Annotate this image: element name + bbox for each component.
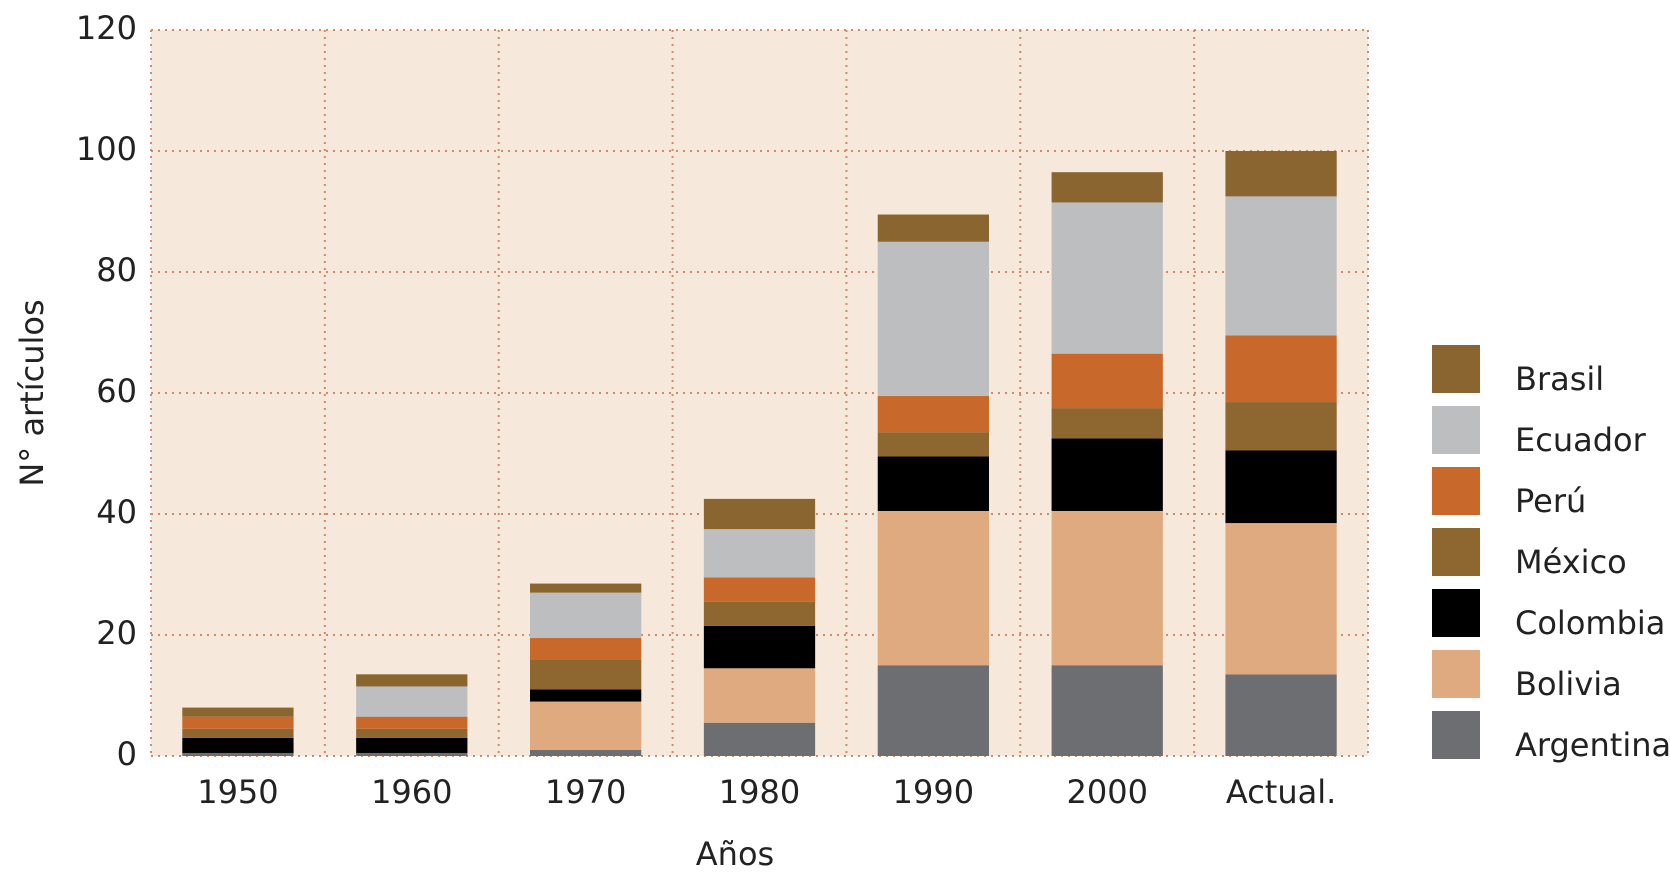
legend-label: Argentina <box>1515 726 1670 764</box>
bar-segment <box>530 701 642 750</box>
x-tick-label: 2000 <box>1066 773 1147 811</box>
legend-swatch <box>1432 650 1480 698</box>
bar-segment <box>1225 196 1337 336</box>
bar-segment <box>703 722 816 756</box>
bar-segment <box>356 686 468 717</box>
bar-segment <box>530 659 642 690</box>
bar-segment <box>1051 353 1163 409</box>
legend-swatch <box>1432 528 1480 576</box>
legend-swatch <box>1432 711 1480 759</box>
x-tick-label: Actual. <box>1226 773 1336 811</box>
bar-segment <box>877 214 989 242</box>
legend-label: Colombia <box>1515 604 1665 642</box>
y-tick-label: 60 <box>96 372 137 410</box>
bar-segment <box>356 752 468 756</box>
bar-segment <box>182 707 294 717</box>
bar-segment <box>1225 335 1337 403</box>
bar-segment <box>703 529 816 578</box>
bar-segment <box>1225 523 1337 675</box>
bar-segment <box>530 592 642 639</box>
legend-swatch <box>1432 345 1480 393</box>
x-tick-label: 1960 <box>371 773 452 811</box>
x-tick-label: 1950 <box>197 773 278 811</box>
bar-segment <box>530 583 642 593</box>
bar-segment <box>530 689 642 702</box>
bar-segment <box>877 510 989 666</box>
bar-segment <box>1225 402 1337 451</box>
bar-segment <box>1225 450 1337 524</box>
y-tick-label: 100 <box>76 130 137 168</box>
bar-segment <box>356 737 468 753</box>
bar-segment <box>1051 438 1163 511</box>
bar-segment <box>1051 172 1163 203</box>
legend-swatch <box>1432 589 1480 637</box>
bar-segment <box>877 396 989 433</box>
x-tick-label: 1990 <box>893 773 974 811</box>
bar-segment <box>530 749 642 756</box>
bar-segment <box>356 728 468 738</box>
y-tick-label: 80 <box>96 251 137 289</box>
bar-segment <box>703 668 816 723</box>
bar-segment <box>703 601 816 626</box>
bar-segment <box>356 716 468 729</box>
legend-label: México <box>1515 543 1627 581</box>
legend-label: Ecuador <box>1515 421 1647 459</box>
y-tick-label: 40 <box>96 493 137 531</box>
bar-segment <box>703 625 816 669</box>
legend-label: Brasil <box>1515 360 1604 398</box>
legend-label: Perú <box>1515 482 1586 520</box>
legend-swatch <box>1432 406 1480 454</box>
bar-segment <box>877 241 989 397</box>
y-tick-label: 0 <box>117 735 137 773</box>
bar-segment <box>877 456 989 511</box>
bar-segment <box>182 716 294 729</box>
y-axis-label: N° artículos <box>13 299 51 486</box>
x-tick-label: 1980 <box>719 773 800 811</box>
y-tick-label: 20 <box>96 614 137 652</box>
bar-segment <box>703 577 816 602</box>
legend-label: Bolivia <box>1515 665 1622 703</box>
bar-segment <box>530 638 642 660</box>
y-tick-label: 120 <box>76 9 137 47</box>
bar-segment <box>1051 408 1163 439</box>
bar-segment <box>1225 674 1337 756</box>
bar-segment <box>356 674 468 687</box>
bar-segment <box>1225 151 1337 197</box>
bar-segment <box>182 752 294 756</box>
bar-segment <box>877 432 989 457</box>
bar-segment <box>1051 665 1163 756</box>
legend-swatch <box>1432 467 1480 515</box>
bar-segment <box>182 728 294 738</box>
bar-segment <box>1051 202 1163 354</box>
bar-segment <box>182 737 294 753</box>
bar-segment <box>703 498 816 530</box>
bar-segment <box>877 665 989 756</box>
bar-segment <box>1051 510 1163 666</box>
x-axis-label: Años <box>696 835 774 873</box>
x-tick-label: 1970 <box>545 773 626 811</box>
